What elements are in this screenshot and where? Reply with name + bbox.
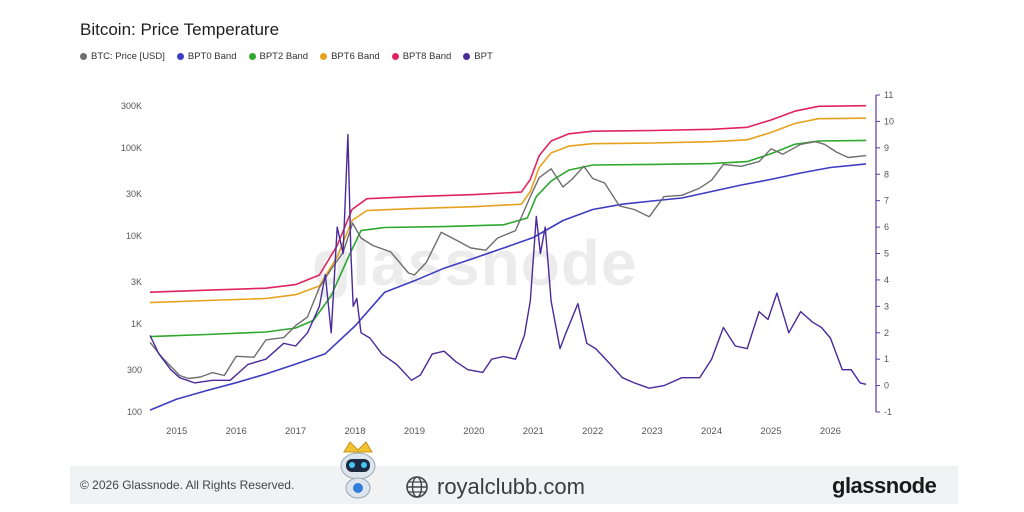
left-y-axis: 100 300 1K 3K 10K 30K 100K 300K bbox=[121, 101, 142, 417]
right-tick-label: 7 bbox=[884, 196, 889, 206]
chart-title: Bitcoin: Price Temperature bbox=[80, 20, 280, 39]
right-tick-label: 4 bbox=[884, 275, 889, 285]
legend-item-bpt6[interactable]: BPT6 Band bbox=[320, 51, 380, 62]
legend-item-bpt2[interactable]: BPT2 Band bbox=[248, 51, 309, 62]
x-tick-label: 2026 bbox=[820, 426, 841, 437]
legend-dot-bpt bbox=[463, 53, 471, 60]
legend-dot-bpt0 bbox=[176, 53, 184, 60]
copyright-text: © 2026 Glassnode. All Rights Reserved. bbox=[80, 478, 295, 492]
legend-label-bpt: BPT bbox=[474, 51, 493, 62]
right-tick-label: -1 bbox=[884, 407, 892, 417]
right-tick-label: 5 bbox=[884, 249, 889, 259]
series-line-bpt0-band bbox=[149, 163, 867, 411]
right-tick-label: 8 bbox=[884, 169, 889, 179]
right-tick-label: 2 bbox=[884, 328, 889, 338]
legend-dot-bpt2 bbox=[248, 53, 256, 60]
left-tick-label: 100K bbox=[121, 143, 142, 153]
left-tick-label: 1K bbox=[131, 319, 142, 329]
legend-label-bpt2: BPT2 Band bbox=[259, 51, 309, 62]
site-link[interactable]: royalclubb.com bbox=[405, 474, 585, 500]
left-tick-label: 300 bbox=[127, 365, 142, 375]
right-tick-label: 10 bbox=[884, 116, 894, 126]
left-tick-label: 30K bbox=[126, 189, 142, 199]
legend-item-bpt[interactable]: BPT bbox=[463, 51, 493, 62]
legend-label-bpt0: BPT0 Band bbox=[187, 51, 237, 62]
site-text: royalclubb.com bbox=[437, 474, 585, 499]
chart-legend: BTC: Price [USD] BPT0 Band BPT2 Band BPT… bbox=[80, 51, 493, 62]
series-layer bbox=[149, 104, 867, 411]
globe-icon bbox=[406, 476, 428, 498]
series-line-bpt2-band bbox=[149, 139, 867, 338]
legend-dot-btc-price bbox=[80, 53, 87, 60]
legend-dot-bpt8 bbox=[391, 53, 399, 60]
series-line-btc-price-usd bbox=[149, 141, 867, 380]
x-tick-label: 2017 bbox=[285, 426, 306, 437]
x-tick-label: 2025 bbox=[760, 426, 781, 437]
x-tick-label: 2016 bbox=[226, 426, 247, 437]
left-tick-label: 300K bbox=[121, 101, 142, 111]
legend-label-bpt8: BPT8 Band bbox=[402, 51, 452, 62]
legend-item-bpt8[interactable]: BPT8 Band bbox=[391, 51, 452, 62]
series-line-bpt bbox=[149, 133, 867, 389]
legend-label-bpt6: BPT6 Band bbox=[331, 51, 380, 62]
right-tick-label: 1 bbox=[884, 354, 889, 364]
legend-item-bpt0[interactable]: BPT0 Band bbox=[176, 51, 237, 62]
legend-label-btc-price: BTC: Price [USD] bbox=[91, 51, 165, 62]
right-tick-label: 9 bbox=[884, 143, 889, 153]
x-tick-label: 2015 bbox=[166, 426, 187, 437]
left-tick-label: 3K bbox=[131, 277, 142, 287]
left-tick-label: 10K bbox=[126, 231, 142, 241]
x-tick-label: 2020 bbox=[463, 426, 484, 437]
legend-dot-bpt6 bbox=[320, 53, 328, 60]
x-tick-label: 2018 bbox=[344, 426, 365, 437]
footer-bar bbox=[70, 466, 958, 504]
left-tick-label: 100 bbox=[127, 407, 142, 417]
right-tick-label: 11 bbox=[884, 90, 893, 100]
chart-watermark: glassnode bbox=[312, 227, 638, 299]
x-tick-label: 2019 bbox=[404, 426, 425, 437]
legend-item-btc-price[interactable]: BTC: Price [USD] bbox=[80, 51, 165, 62]
x-tick-label: 2021 bbox=[523, 426, 544, 437]
right-tick-label: 6 bbox=[884, 222, 889, 232]
x-tick-label: 2023 bbox=[642, 426, 663, 437]
x-tick-label: 2024 bbox=[701, 426, 722, 437]
right-y-axis: -1 0 1 2 3 4 5 6 7 8 9 10 11 bbox=[875, 90, 894, 417]
right-tick-label: 3 bbox=[884, 301, 889, 311]
x-axis: 2015 2016 2017 2018 2019 2020 2021 2022 2023 2024… bbox=[166, 426, 841, 437]
x-tick-label: 2022 bbox=[582, 426, 603, 437]
robot-mascot-icon bbox=[340, 441, 376, 499]
right-tick-label: 0 bbox=[884, 381, 889, 391]
series-line-bpt6-band bbox=[149, 117, 867, 304]
series-line-bpt8-band bbox=[149, 104, 867, 293]
brand-logo: glassnode bbox=[832, 473, 937, 498]
